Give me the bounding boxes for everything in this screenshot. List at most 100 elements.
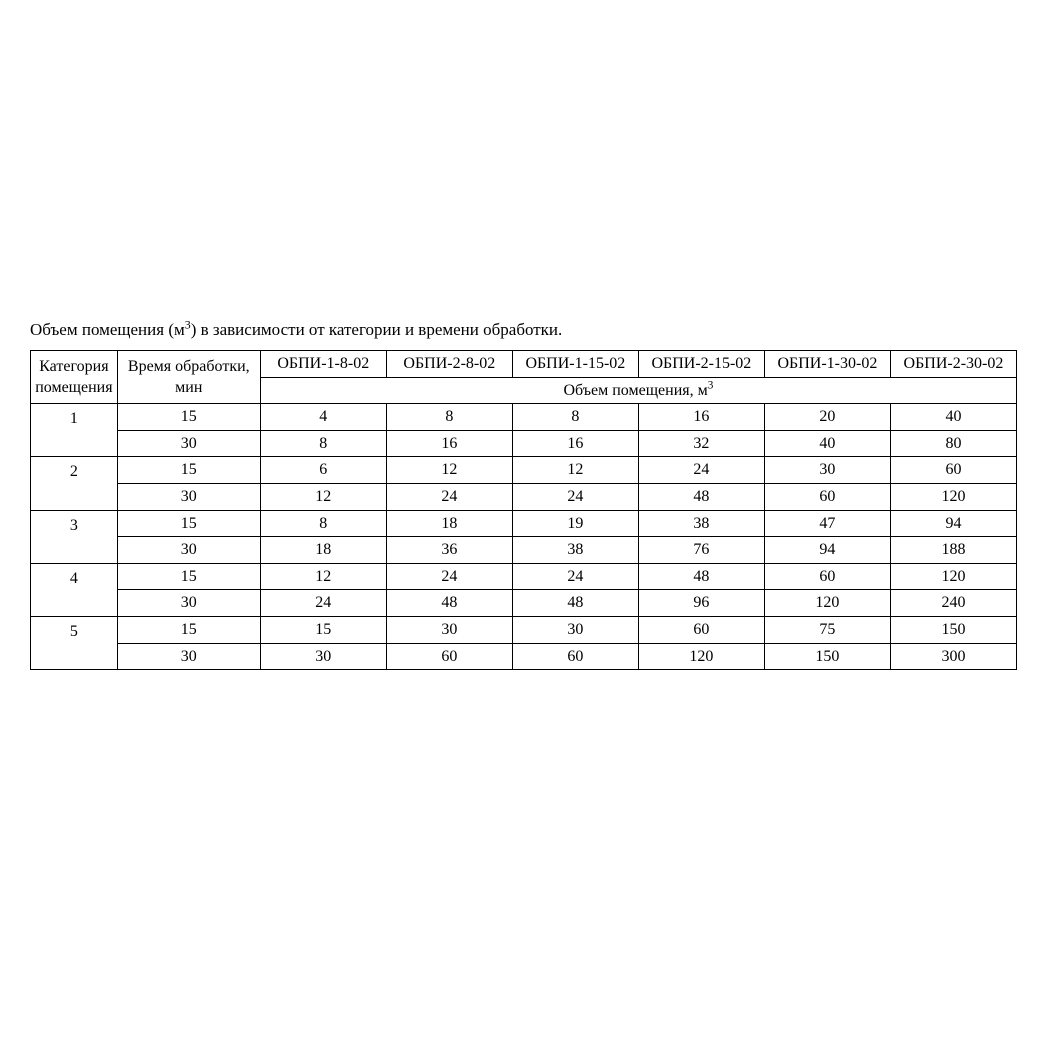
value-cell: 24 bbox=[638, 457, 764, 484]
value-cell: 24 bbox=[512, 483, 638, 510]
value-cell: 16 bbox=[512, 430, 638, 457]
span-label-sup: 3 bbox=[708, 379, 714, 391]
value-cell: 300 bbox=[890, 643, 1016, 670]
value-cell: 30 bbox=[764, 457, 890, 484]
value-cell: 6 bbox=[260, 457, 386, 484]
time-cell: 15 bbox=[117, 510, 260, 537]
header-device-1: ОБПИ-2-8-02 bbox=[386, 351, 512, 378]
value-cell: 24 bbox=[386, 563, 512, 590]
value-cell: 24 bbox=[512, 563, 638, 590]
caption-prefix: Объем помещения (м bbox=[30, 320, 185, 339]
table-row: 30306060120150300 bbox=[31, 643, 1017, 670]
value-cell: 150 bbox=[890, 616, 1016, 643]
table-caption: Объем помещения (м3) в зависимости от ка… bbox=[30, 320, 1017, 340]
table-row: 31581819384794 bbox=[31, 510, 1017, 537]
table-body: 1154881620403081616324080215612122430603… bbox=[31, 404, 1017, 670]
value-cell: 36 bbox=[386, 537, 512, 564]
value-cell: 24 bbox=[260, 590, 386, 617]
value-cell: 32 bbox=[638, 430, 764, 457]
value-cell: 12 bbox=[512, 457, 638, 484]
header-device-5: ОБПИ-2-30-02 bbox=[890, 351, 1016, 378]
value-cell: 48 bbox=[386, 590, 512, 617]
value-cell: 30 bbox=[386, 616, 512, 643]
value-cell: 80 bbox=[890, 430, 1016, 457]
table-row: 21561212243060 bbox=[31, 457, 1017, 484]
table-row: 301836387694188 bbox=[31, 537, 1017, 564]
value-cell: 15 bbox=[260, 616, 386, 643]
header-volume-span: Объем помещения, м3 bbox=[260, 377, 1016, 404]
value-cell: 48 bbox=[638, 483, 764, 510]
value-cell: 60 bbox=[764, 563, 890, 590]
value-cell: 8 bbox=[260, 430, 386, 457]
value-cell: 38 bbox=[512, 537, 638, 564]
value-cell: 12 bbox=[260, 563, 386, 590]
value-cell: 240 bbox=[890, 590, 1016, 617]
value-cell: 47 bbox=[764, 510, 890, 537]
time-cell: 15 bbox=[117, 457, 260, 484]
table-row: 5151530306075150 bbox=[31, 616, 1017, 643]
table-row: 3081616324080 bbox=[31, 430, 1017, 457]
category-cell: 4 bbox=[31, 563, 118, 616]
value-cell: 120 bbox=[890, 483, 1016, 510]
value-cell: 20 bbox=[764, 404, 890, 431]
value-cell: 30 bbox=[512, 616, 638, 643]
value-cell: 48 bbox=[512, 590, 638, 617]
value-cell: 120 bbox=[890, 563, 1016, 590]
value-cell: 38 bbox=[638, 510, 764, 537]
category-cell: 3 bbox=[31, 510, 118, 563]
span-label-prefix: Объем помещения, м bbox=[563, 382, 707, 399]
category-cell: 1 bbox=[31, 404, 118, 457]
time-cell: 15 bbox=[117, 563, 260, 590]
value-cell: 40 bbox=[764, 430, 890, 457]
time-cell: 15 bbox=[117, 616, 260, 643]
table-row: 4151224244860120 bbox=[31, 563, 1017, 590]
time-cell: 30 bbox=[117, 643, 260, 670]
value-cell: 19 bbox=[512, 510, 638, 537]
header-category: Категория помещения bbox=[31, 351, 118, 404]
value-cell: 16 bbox=[386, 430, 512, 457]
header-device-4: ОБПИ-1-30-02 bbox=[764, 351, 890, 378]
value-cell: 60 bbox=[890, 457, 1016, 484]
category-cell: 2 bbox=[31, 457, 118, 510]
value-cell: 16 bbox=[638, 404, 764, 431]
value-cell: 48 bbox=[638, 563, 764, 590]
value-cell: 40 bbox=[890, 404, 1016, 431]
value-cell: 8 bbox=[386, 404, 512, 431]
value-cell: 18 bbox=[386, 510, 512, 537]
value-cell: 188 bbox=[890, 537, 1016, 564]
time-cell: 30 bbox=[117, 430, 260, 457]
time-cell: 30 bbox=[117, 537, 260, 564]
value-cell: 76 bbox=[638, 537, 764, 564]
value-cell: 12 bbox=[386, 457, 512, 484]
volume-table: Категория помещения Время обработки, мин… bbox=[30, 350, 1017, 670]
table-row: 301224244860120 bbox=[31, 483, 1017, 510]
header-device-0: ОБПИ-1-8-02 bbox=[260, 351, 386, 378]
value-cell: 120 bbox=[638, 643, 764, 670]
value-cell: 18 bbox=[260, 537, 386, 564]
value-cell: 24 bbox=[386, 483, 512, 510]
table-row: 115488162040 bbox=[31, 404, 1017, 431]
header-device-2: ОБПИ-1-15-02 bbox=[512, 351, 638, 378]
value-cell: 12 bbox=[260, 483, 386, 510]
header-time: Время обработки, мин bbox=[117, 351, 260, 404]
value-cell: 94 bbox=[890, 510, 1016, 537]
value-cell: 150 bbox=[764, 643, 890, 670]
value-cell: 75 bbox=[764, 616, 890, 643]
value-cell: 60 bbox=[386, 643, 512, 670]
value-cell: 4 bbox=[260, 404, 386, 431]
value-cell: 30 bbox=[260, 643, 386, 670]
value-cell: 120 bbox=[764, 590, 890, 617]
value-cell: 96 bbox=[638, 590, 764, 617]
header-device-3: ОБПИ-2-15-02 bbox=[638, 351, 764, 378]
value-cell: 94 bbox=[764, 537, 890, 564]
value-cell: 60 bbox=[638, 616, 764, 643]
time-cell: 30 bbox=[117, 590, 260, 617]
time-cell: 30 bbox=[117, 483, 260, 510]
value-cell: 60 bbox=[512, 643, 638, 670]
value-cell: 8 bbox=[512, 404, 638, 431]
time-cell: 15 bbox=[117, 404, 260, 431]
value-cell: 8 bbox=[260, 510, 386, 537]
category-cell: 5 bbox=[31, 616, 118, 669]
table-row: 3024484896120240 bbox=[31, 590, 1017, 617]
caption-suffix: ) в зависимости от категории и времени о… bbox=[191, 320, 563, 339]
